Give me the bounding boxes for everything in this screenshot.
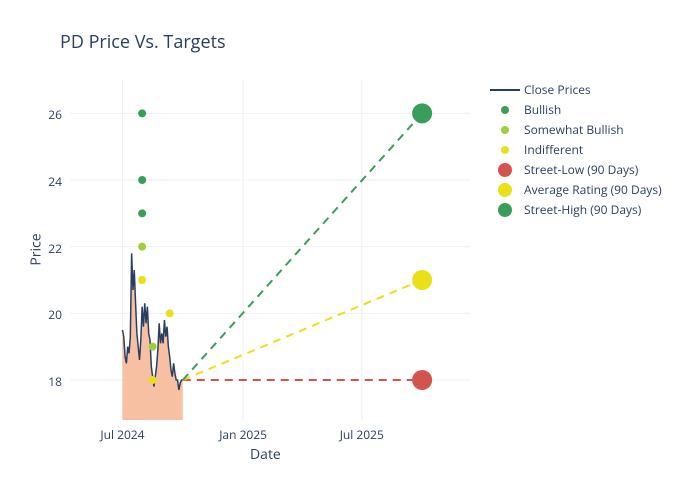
legend-close-prices[interactable]: Close Prices xyxy=(490,80,662,99)
target-street-high xyxy=(412,103,432,123)
legend-average-rating-label: Average Rating (90 Days) xyxy=(524,181,662,198)
dot-somewhat-bullish xyxy=(149,343,157,351)
plot-svg xyxy=(70,80,470,420)
dot-bullish xyxy=(138,209,146,217)
legend-bullish-label: Bullish xyxy=(524,101,561,118)
legend-street-high-label: Street-High (90 Days) xyxy=(524,201,641,218)
legend-indifferent-swatch xyxy=(490,146,520,154)
x-tick: Jul 2024 xyxy=(100,426,144,443)
y-tick: 26 xyxy=(0,106,62,123)
y-tick: 20 xyxy=(0,306,62,323)
y-tick: 24 xyxy=(0,173,62,190)
legend-somewhat-bullish-label: Somewhat Bullish xyxy=(524,121,624,138)
target-street-low xyxy=(412,370,432,390)
legend-bullish-swatch xyxy=(490,106,520,114)
dot-indifferent xyxy=(149,376,157,384)
y-tick: 18 xyxy=(0,373,62,390)
legend-street-low-label: Street-Low (90 Days) xyxy=(524,161,638,178)
dot-bullish xyxy=(138,176,146,184)
legend-somewhat-bullish-swatch xyxy=(490,126,520,134)
legend-indifferent-label: Indifferent xyxy=(524,141,583,158)
x-tick: Jan 2025 xyxy=(219,426,267,443)
chart-title: PD Price Vs. Targets xyxy=(60,30,226,54)
dot-indifferent xyxy=(138,276,146,284)
dot-bullish xyxy=(138,109,146,117)
legend-street-high-swatch xyxy=(490,203,520,217)
y-tick: 22 xyxy=(0,240,62,257)
dot-somewhat-bullish xyxy=(138,243,146,251)
legend-bullish[interactable]: Bullish xyxy=(490,100,662,119)
legend-street-high[interactable]: Street-High (90 Days) xyxy=(490,200,662,219)
legend: Close Prices Bullish Somewhat Bullish Indif… xyxy=(490,80,662,220)
legend-indifferent[interactable]: Indifferent xyxy=(490,140,662,159)
legend-street-low[interactable]: Street-Low (90 Days) xyxy=(490,160,662,179)
target-average-rating xyxy=(412,270,432,290)
plot-area xyxy=(70,80,470,420)
legend-average-rating[interactable]: Average Rating (90 Days) xyxy=(490,180,662,199)
x-axis-label: Date xyxy=(250,445,281,464)
legend-street-low-swatch xyxy=(490,163,520,177)
legend-somewhat-bullish[interactable]: Somewhat Bullish xyxy=(490,120,662,139)
legend-close-prices-label: Close Prices xyxy=(524,81,591,98)
chart-container: PD Price Vs. Targets Price Date 18202224… xyxy=(0,0,700,500)
dot-indifferent xyxy=(166,309,174,317)
x-tick: Jul 2025 xyxy=(340,426,384,443)
legend-close-prices-swatch xyxy=(490,89,520,91)
legend-average-rating-swatch xyxy=(490,183,520,197)
projection-average-rating xyxy=(183,280,422,380)
